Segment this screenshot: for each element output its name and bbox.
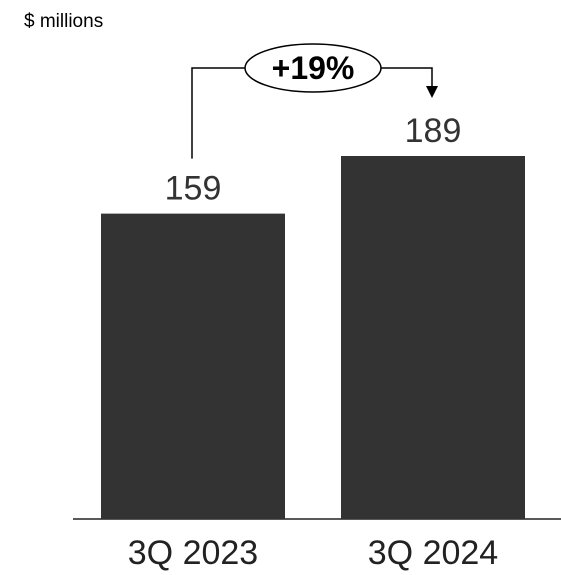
x-tick-label: 3Q 2024 <box>368 534 498 572</box>
change-annotation: +19% <box>191 43 438 159</box>
arrowhead-icon <box>426 86 438 98</box>
value-label: 189 <box>405 112 462 150</box>
change-ellipse <box>244 43 382 93</box>
change-label: +19% <box>272 50 355 86</box>
unit-label: $ millions <box>24 11 103 32</box>
value-labels-group: 159 189 <box>165 112 462 208</box>
bars-group <box>101 156 525 519</box>
tick-labels-group: 3Q 2023 3Q 2024 <box>128 534 498 572</box>
bar-3q-2024 <box>341 156 525 519</box>
value-label: 159 <box>165 170 222 208</box>
bar-3q-2023 <box>101 213 285 519</box>
x-tick-label: 3Q 2023 <box>128 534 258 572</box>
